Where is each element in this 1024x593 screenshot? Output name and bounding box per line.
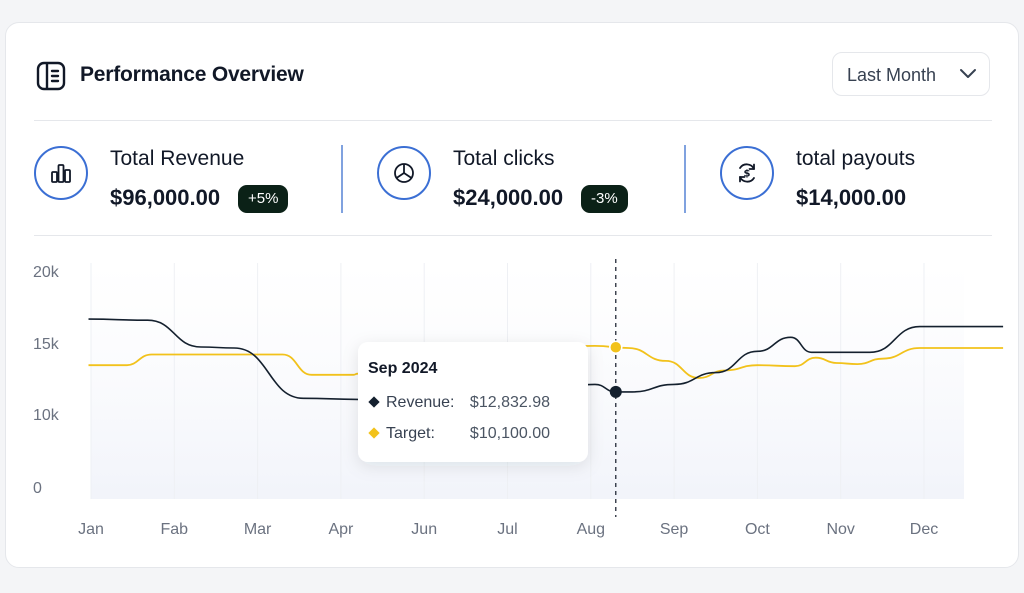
- bar-chart-icon: [34, 146, 88, 200]
- x-tick-label: Nov: [826, 521, 854, 538]
- metric-value: $14,000.00: [796, 185, 907, 210]
- x-tick-label: Sep: [660, 521, 689, 538]
- tooltip-revenue-value: $12,832.98: [470, 394, 550, 411]
- y-tick-label: 15k: [33, 336, 60, 353]
- tooltip-target-value: $10,100.00: [470, 425, 550, 442]
- dollar-refresh-icon: $: [720, 146, 774, 200]
- line-chart: 20k 15k 10k 0 Jan Fab Mar Apr Jun Jul Aug Sep Oct No…: [33, 259, 1004, 538]
- period-select[interactable]: Last Month: [832, 52, 990, 96]
- x-tick-label: Mar: [244, 521, 272, 538]
- y-tick-label: 0: [33, 480, 42, 497]
- metric-total-revenue: Total Revenue $96,000.00 +5%: [34, 143, 334, 217]
- hover-point-target: [609, 340, 623, 354]
- metric-value: $96,000.00: [110, 185, 221, 210]
- period-select-value: Last Month: [847, 65, 937, 85]
- y-tick-label: 10k: [33, 407, 60, 424]
- metric-label: total payouts: [796, 147, 916, 170]
- pie-chart-icon: [377, 146, 431, 200]
- series-line-target: [88, 345, 1004, 379]
- x-tick-label: Fab: [161, 521, 189, 538]
- performance-card: Performance Overview Last Month Total Re…: [5, 22, 1019, 568]
- hover-point-revenue: [609, 385, 622, 398]
- x-tick-label: Oct: [745, 521, 770, 538]
- x-tick-label: Aug: [577, 521, 605, 538]
- x-tick-label: Jan: [78, 521, 104, 538]
- tooltip-title: Sep 2024: [368, 360, 437, 377]
- metric-separator: [341, 145, 343, 213]
- metrics-divider: [34, 235, 992, 236]
- svg-text:$: $: [744, 169, 751, 180]
- metric-separator: [684, 145, 686, 213]
- change-badge: +5%: [238, 185, 289, 213]
- page-title: Performance Overview: [80, 63, 304, 86]
- x-tick-label: Jun: [411, 521, 437, 538]
- tooltip-target-marker: [368, 427, 380, 439]
- x-tick-label: Apr: [328, 521, 354, 538]
- tooltip-revenue-label: Revenue:: [386, 394, 455, 411]
- tooltip-target-label: Target:: [386, 425, 435, 442]
- metric-value: $24,000.00: [453, 185, 564, 210]
- metric-total-payouts: $ total payouts $14,000.00: [720, 143, 990, 217]
- chart-tooltip: [358, 342, 588, 462]
- card-header: Performance Overview Last Month: [6, 23, 1018, 121]
- metric-total-clicks: Total clicks $24,000.00 -3%: [377, 143, 677, 217]
- change-badge: -3%: [581, 185, 628, 213]
- tooltip-revenue-marker: [368, 396, 380, 408]
- header-divider: [34, 120, 992, 121]
- x-tick-label: Jul: [497, 521, 517, 538]
- y-tick-label: 20k: [33, 264, 60, 281]
- metric-label: Total Revenue: [110, 147, 245, 170]
- x-tick-label: Dec: [910, 521, 938, 538]
- chevron-down-icon: [960, 69, 976, 78]
- metric-label: Total clicks: [453, 147, 555, 170]
- sidebar-panel-icon: [36, 61, 66, 91]
